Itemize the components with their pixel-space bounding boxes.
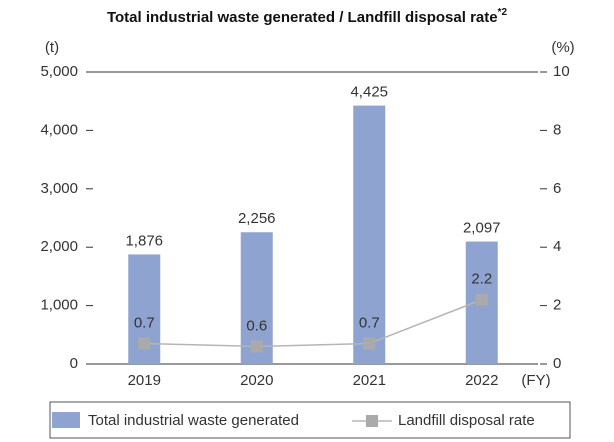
y-tick-label: 0 <box>70 355 78 372</box>
y2-unit: (%) <box>551 39 574 56</box>
y-tick-label: 1,000 <box>40 297 78 314</box>
bar-value-label: 4,425 <box>350 84 388 101</box>
y2-tick-label: 0 <box>553 355 561 372</box>
line <box>144 299 483 348</box>
line-value-label: 2.2 <box>471 271 492 288</box>
y-tick-label: 5,000 <box>40 63 78 80</box>
line-value-label: 0.6 <box>246 317 267 334</box>
line-marker <box>250 340 263 353</box>
bar-value-label: 2,097 <box>463 220 501 237</box>
y-tick-label: 4,000 <box>40 121 78 138</box>
line-value-label: 0.7 <box>359 315 380 332</box>
y2-tick-label: 10 <box>553 63 570 80</box>
x-unit: (FY) <box>521 372 550 389</box>
line-marker <box>475 293 488 306</box>
y-unit: (t) <box>45 39 59 56</box>
legend-label: Landfill disposal rate <box>398 412 535 429</box>
line-value-label: 0.7 <box>134 315 155 332</box>
x-tick-label: 2022 <box>465 372 498 389</box>
y2-tick-label: 6 <box>553 180 561 197</box>
bar-value-label: 1,876 <box>125 232 163 249</box>
line-marker <box>363 337 376 350</box>
y2-tick-label: 4 <box>553 238 561 255</box>
chart-title: Total industrial waste generated / Landf… <box>107 7 508 26</box>
x-tick-label: 2019 <box>128 372 161 389</box>
legend-box <box>49 401 571 439</box>
y2-tick-label: 2 <box>553 297 561 314</box>
bar <box>353 105 386 364</box>
y2-tick-label: 8 <box>553 121 561 138</box>
x-tick-label: 2021 <box>353 372 386 389</box>
legend-swatch <box>52 412 80 428</box>
legend-swatch <box>366 415 378 427</box>
line-marker <box>138 337 151 350</box>
y-tick-label: 3,000 <box>40 180 78 197</box>
x-tick-label: 2020 <box>240 372 273 389</box>
legend-label: Total industrial waste generated <box>88 412 299 429</box>
y-tick-label: 2,000 <box>40 238 78 255</box>
bar-value-label: 2,256 <box>238 210 276 227</box>
